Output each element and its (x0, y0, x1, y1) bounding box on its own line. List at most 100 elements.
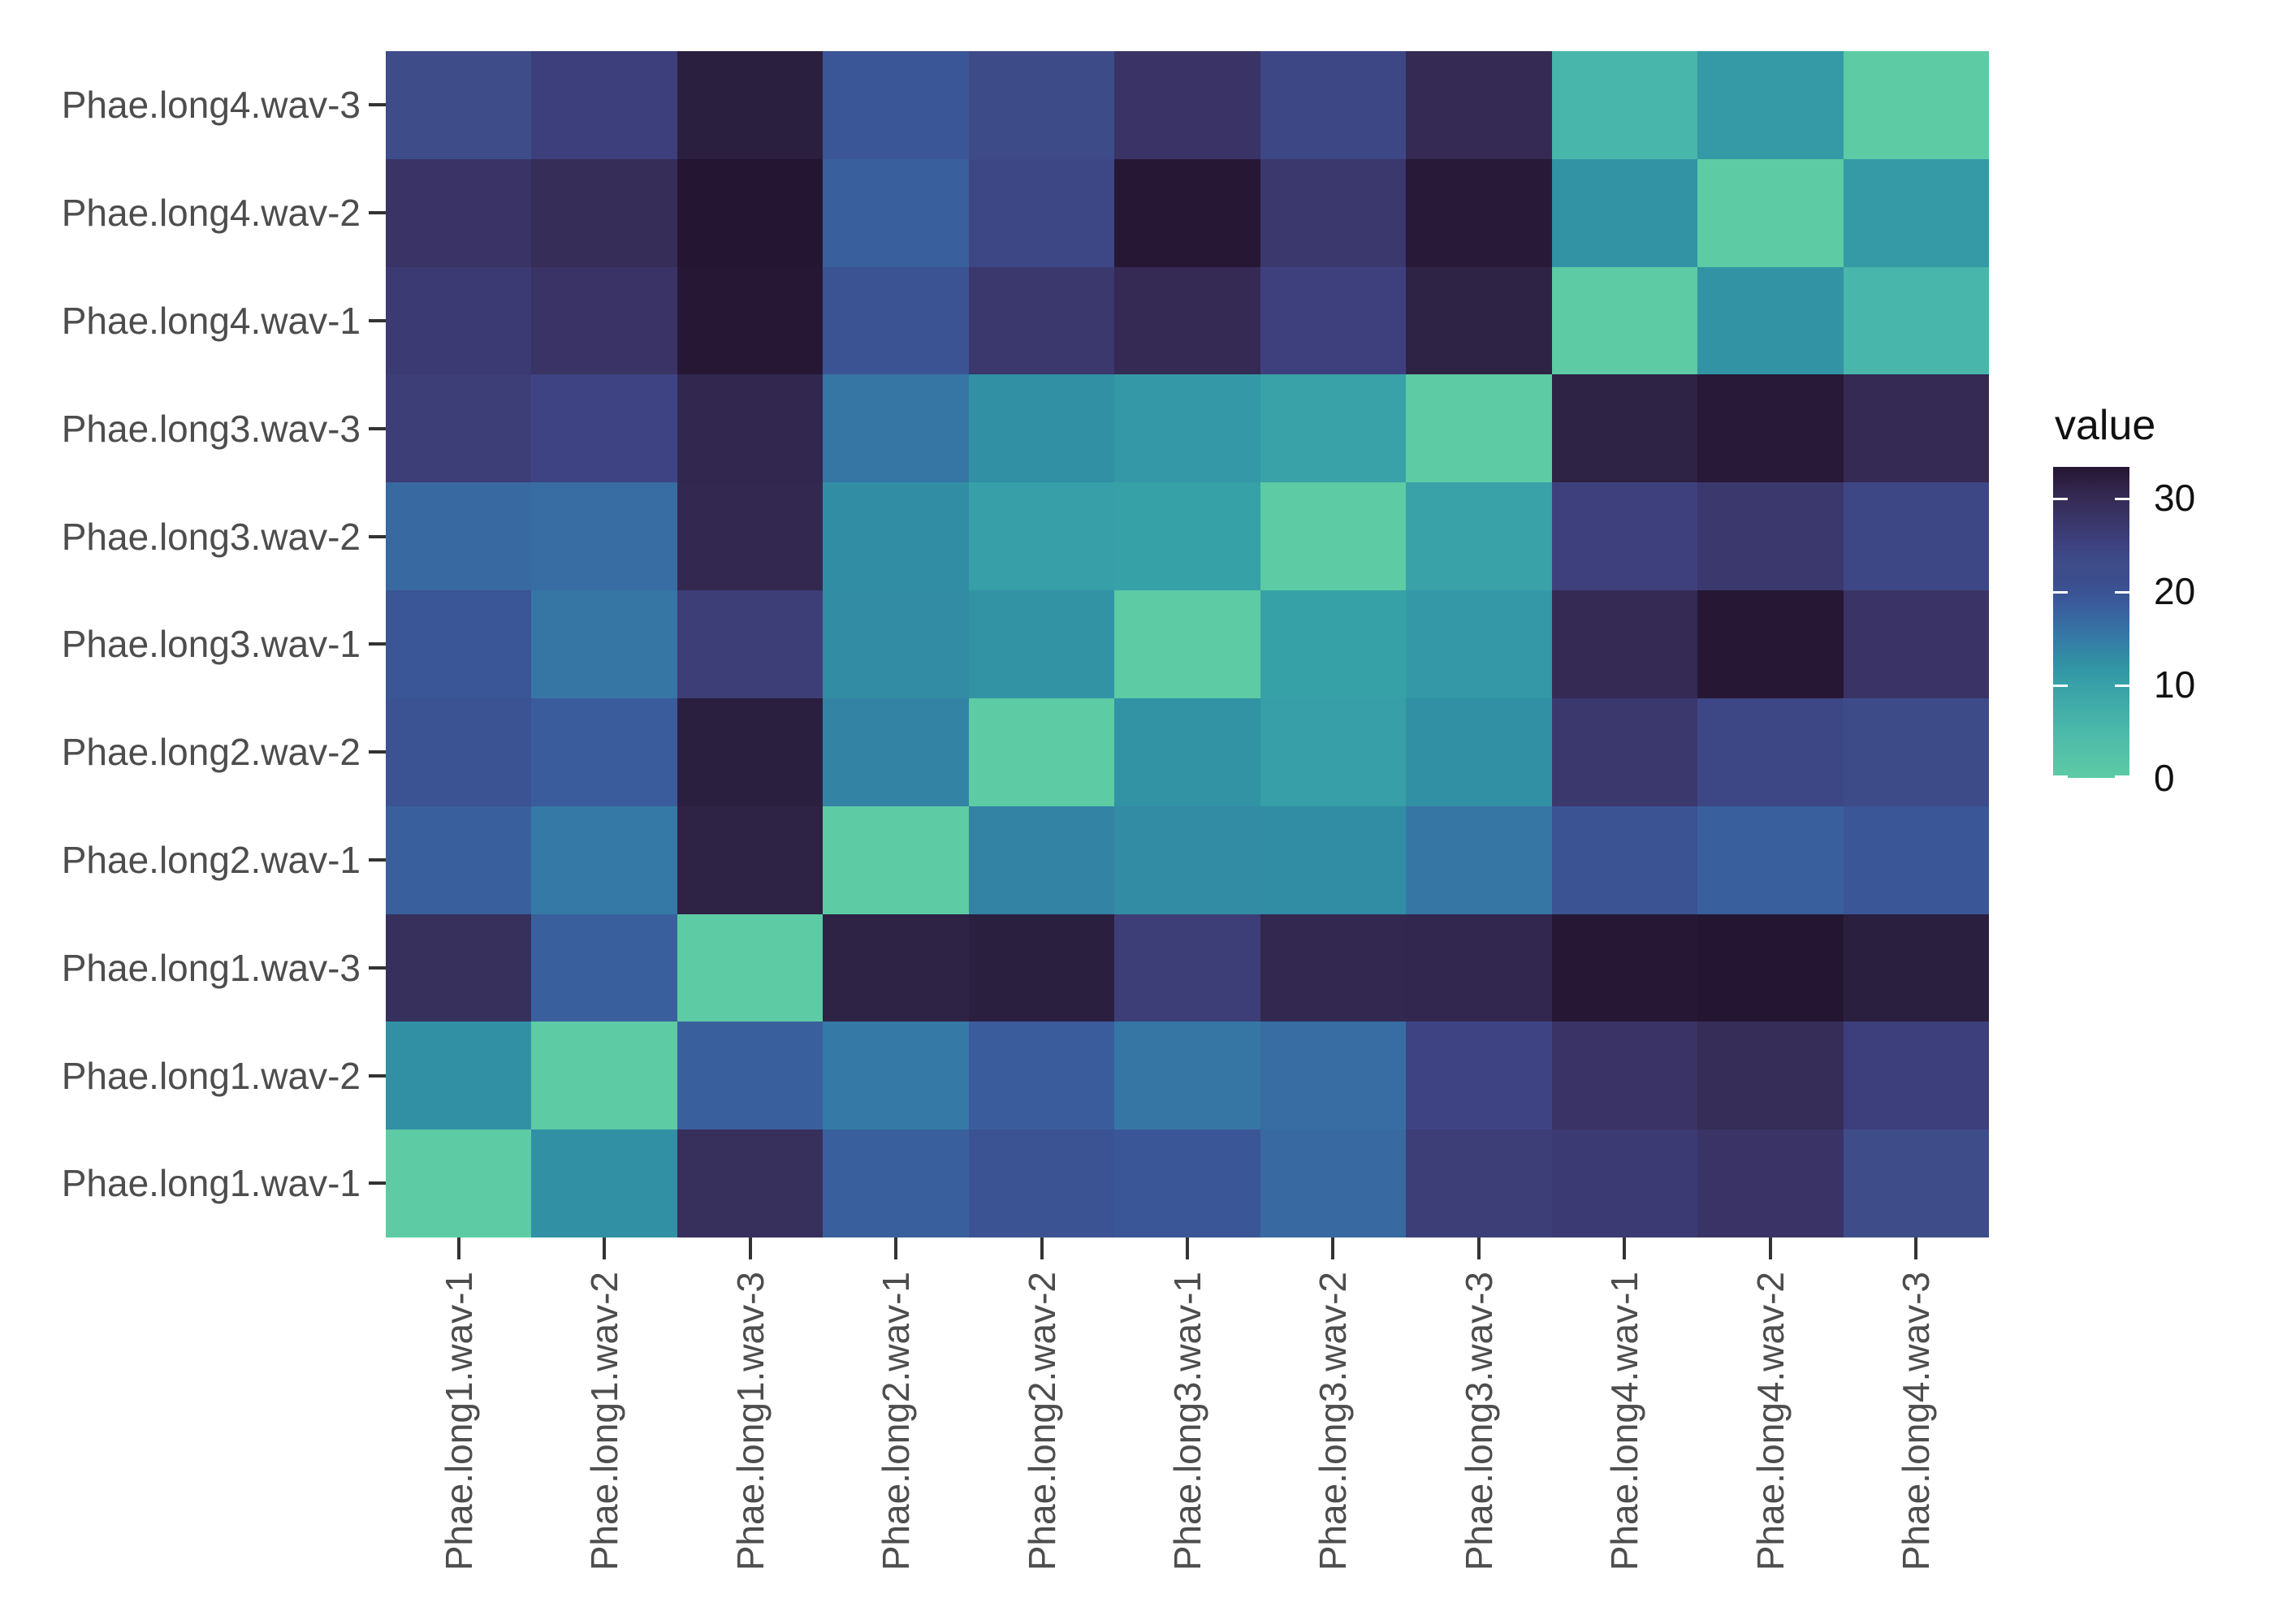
heatmap-cell (1406, 590, 1552, 698)
x-axis-label-text: Phae.long3.wav-2 (1312, 1272, 1355, 1571)
y-axis-label: Phae.long2.wav-1 (61, 839, 361, 881)
heatmap-cell (1697, 806, 1844, 914)
legend-tick-label: 0 (2154, 757, 2175, 799)
x-axis-tick (1914, 1237, 1918, 1259)
y-axis-tick (369, 426, 386, 430)
heatmap-cell (1551, 51, 1698, 159)
heatmap-cell (1406, 1021, 1552, 1130)
heatmap-cell (1843, 590, 1989, 698)
heatmap-cell (1551, 698, 1698, 806)
heatmap-cell (1551, 590, 1698, 698)
y-axis-label: Phae.long4.wav-2 (61, 192, 361, 235)
heatmap-cell (823, 698, 969, 806)
heatmap-cell (1406, 374, 1552, 483)
x-axis-label: Phae.long2.wav-1 (875, 1272, 917, 1574)
y-axis-tick (369, 750, 386, 754)
heatmap-cell (386, 590, 532, 698)
legend-tick (2053, 684, 2068, 687)
x-axis-label-text: Phae.long4.wav-3 (1895, 1272, 1938, 1571)
heatmap-cell (968, 806, 1115, 914)
heatmap-cell (823, 374, 969, 483)
heatmap-cell (1260, 482, 1407, 591)
heatmap-cell (1260, 266, 1407, 375)
heatmap-cell (1406, 1129, 1552, 1237)
heatmap-cell (677, 1021, 824, 1130)
y-axis-tick (369, 965, 386, 970)
x-axis-label-text: Phae.long2.wav-2 (1020, 1272, 1063, 1571)
legend-tick (2053, 497, 2068, 500)
heatmap-cell (968, 374, 1115, 483)
heatmap-cell (1406, 914, 1552, 1022)
y-axis-label: Phae.long3.wav-2 (61, 515, 361, 558)
heatmap-cell (1260, 590, 1407, 698)
legend-tick (2115, 775, 2129, 778)
heatmap-cell (1260, 51, 1407, 159)
heatmap-cell (1843, 698, 1989, 806)
heatmap-cell (386, 806, 532, 914)
x-axis-label: Phae.long3.wav-3 (1457, 1272, 1500, 1574)
legend-colorbar (2053, 467, 2129, 778)
heatmap-cell (1551, 806, 1698, 914)
heatmap-cell (1406, 51, 1552, 159)
y-axis-tick (369, 1181, 386, 1186)
heatmap-cell (677, 374, 824, 483)
x-axis-label: Phae.long4.wav-2 (1749, 1272, 1792, 1574)
heatmap-cell (1843, 1021, 1989, 1130)
heatmap-cell (531, 482, 677, 591)
heatmap-cell (1114, 51, 1260, 159)
heatmap-cell (531, 914, 677, 1022)
x-axis-label: Phae.long1.wav-1 (438, 1272, 480, 1574)
heatmap-cell (968, 1129, 1115, 1237)
heatmap-cell (1406, 482, 1552, 591)
heatmap-cell (1114, 806, 1260, 914)
heatmap-cell (968, 914, 1115, 1022)
heatmap-cell (386, 482, 532, 591)
x-axis-label: Phae.long1.wav-3 (729, 1272, 772, 1574)
y-axis-label: Phae.long3.wav-1 (61, 623, 361, 666)
y-axis-label: Phae.long2.wav-2 (61, 731, 361, 774)
heatmap-cell (531, 158, 677, 267)
y-axis-tick (369, 1073, 386, 1078)
heatmap-cell (1406, 266, 1552, 375)
heatmap-cell (531, 266, 677, 375)
heatmap-cell (1260, 158, 1407, 267)
heatmap-cell (968, 266, 1115, 375)
x-axis-tick (456, 1237, 460, 1259)
heatmap-cell (1114, 482, 1260, 591)
x-axis-tick (1331, 1237, 1335, 1259)
heatmap-cell (386, 1021, 532, 1130)
heatmap-cell (1260, 374, 1407, 483)
heatmap-cell (1114, 266, 1260, 375)
y-axis-tick (369, 319, 386, 322)
heatmap-cell (1843, 374, 1989, 483)
heatmap-cell (1697, 374, 1844, 483)
heatmap-cell (677, 914, 824, 1022)
heatmap-cell (386, 266, 532, 375)
heatmap-cell (1843, 266, 1989, 375)
heatmap-cell (1114, 374, 1260, 483)
heatmap-cell (1114, 590, 1260, 698)
heatmap-cell (1697, 1129, 1844, 1237)
x-axis-tick (1768, 1237, 1772, 1259)
heatmap-cell (1697, 158, 1844, 267)
y-axis-tick (369, 103, 386, 107)
heatmap-cell (823, 266, 969, 375)
heatmap-cell (823, 482, 969, 591)
x-axis-tick (1623, 1237, 1627, 1259)
x-axis-label-text: Phae.long4.wav-2 (1749, 1272, 1792, 1571)
heatmap-cell (968, 482, 1115, 591)
heatmap-cell (968, 1021, 1115, 1130)
x-axis-tick (748, 1237, 752, 1259)
heatmap-cell (386, 374, 532, 483)
x-axis-label-text: Phae.long3.wav-3 (1457, 1272, 1500, 1571)
y-axis-label: Phae.long4.wav-1 (61, 300, 361, 342)
heatmap-cell (823, 914, 969, 1022)
heatmap-cell (1843, 914, 1989, 1022)
legend-tick-label: 20 (2154, 569, 2196, 612)
heatmap-cell (1114, 698, 1260, 806)
heatmap-cell (823, 806, 969, 914)
heatmap-cell (823, 590, 969, 698)
x-axis-tick (1040, 1237, 1044, 1259)
legend-title: value (2055, 402, 2156, 449)
heatmap-cell (823, 158, 969, 267)
